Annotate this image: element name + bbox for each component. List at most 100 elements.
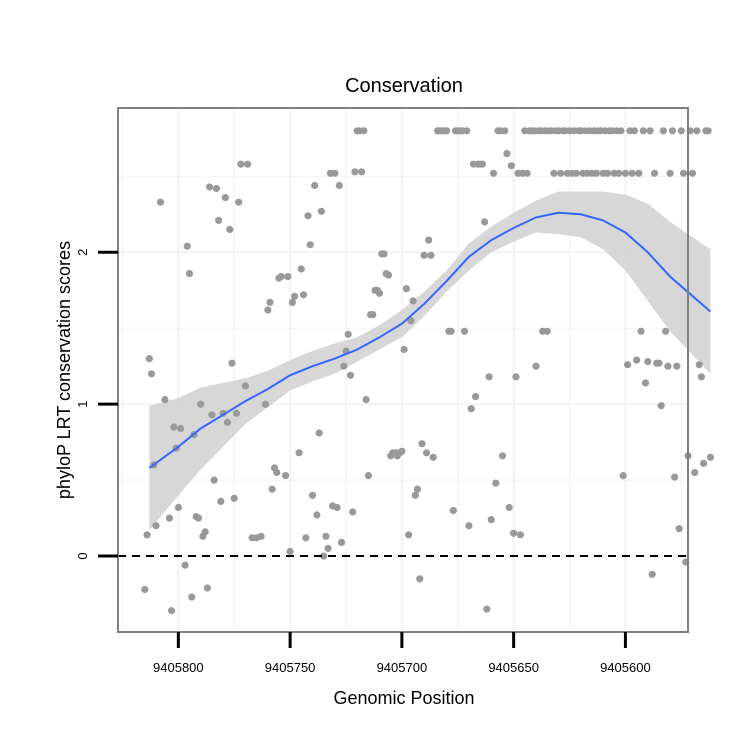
data-point bbox=[215, 216, 223, 224]
panel-border bbox=[117, 107, 689, 633]
data-point bbox=[666, 169, 674, 177]
data-point bbox=[174, 503, 182, 512]
data-point bbox=[463, 127, 471, 135]
data-point bbox=[185, 270, 194, 278]
data-point bbox=[693, 127, 701, 135]
data-point bbox=[257, 532, 265, 540]
data-point bbox=[266, 298, 274, 306]
data-point bbox=[221, 194, 229, 202]
x-tick-label: 9405650 bbox=[488, 660, 539, 675]
data-point bbox=[507, 162, 515, 170]
data-point bbox=[210, 476, 218, 484]
data-point bbox=[449, 506, 457, 515]
x-axis: 9405800 9405750 9405700 9405650 9405600 bbox=[153, 632, 651, 675]
data-point bbox=[277, 273, 285, 281]
y-tick-label: 0 bbox=[75, 552, 90, 559]
data-point bbox=[273, 468, 281, 477]
data-point bbox=[523, 169, 531, 177]
data-point bbox=[443, 127, 451, 135]
data-point bbox=[695, 361, 703, 369]
data-point bbox=[509, 529, 518, 537]
data-point bbox=[360, 127, 368, 135]
data-point bbox=[228, 359, 236, 367]
data-point bbox=[633, 356, 641, 364]
data-point bbox=[188, 593, 196, 601]
data-point bbox=[659, 127, 668, 135]
data-point bbox=[331, 169, 339, 177]
data-point bbox=[380, 250, 388, 258]
data-point bbox=[291, 292, 299, 300]
data-point bbox=[241, 382, 249, 390]
confidence-band bbox=[149, 191, 711, 531]
data-point bbox=[635, 169, 643, 177]
data-point bbox=[344, 330, 352, 338]
data-point bbox=[304, 212, 312, 220]
data-point bbox=[299, 291, 308, 299]
data-point bbox=[244, 160, 252, 168]
data-point bbox=[181, 561, 189, 569]
x-tick-label: 9405700 bbox=[377, 660, 428, 675]
data-point bbox=[232, 409, 241, 417]
y-axis-label: phyloP LRT conservation scores bbox=[54, 241, 74, 499]
data-point bbox=[333, 503, 341, 512]
data-point bbox=[308, 491, 317, 499]
data-point bbox=[639, 127, 647, 135]
x-tick-label: 9405750 bbox=[265, 660, 316, 675]
data-point bbox=[223, 418, 232, 426]
data-point bbox=[697, 373, 706, 381]
data-point bbox=[295, 449, 303, 457]
data-point bbox=[317, 207, 325, 215]
data-point bbox=[478, 160, 486, 168]
data-point bbox=[487, 516, 495, 524]
data-point bbox=[362, 396, 370, 404]
data-point bbox=[201, 528, 209, 536]
data-point bbox=[261, 400, 270, 408]
data-point bbox=[621, 169, 630, 177]
data-point bbox=[481, 218, 489, 226]
data-point bbox=[485, 373, 493, 381]
data-point bbox=[557, 169, 565, 177]
data-point bbox=[313, 511, 321, 519]
data-point bbox=[416, 575, 424, 583]
data-point bbox=[472, 393, 480, 401]
data-point bbox=[384, 271, 393, 279]
data-point bbox=[230, 494, 238, 502]
data-point bbox=[288, 298, 296, 306]
data-point bbox=[165, 514, 173, 522]
data-point bbox=[145, 355, 153, 363]
data-point bbox=[208, 411, 216, 419]
data-point bbox=[340, 362, 348, 370]
data-point bbox=[226, 225, 234, 234]
data-point bbox=[657, 402, 665, 410]
data-point bbox=[183, 242, 191, 250]
data-point bbox=[662, 327, 670, 335]
data-point bbox=[161, 396, 169, 404]
data-point bbox=[147, 370, 156, 378]
data-point bbox=[664, 362, 672, 370]
data-point bbox=[335, 181, 343, 190]
data-point bbox=[302, 534, 310, 542]
data-point bbox=[637, 327, 645, 335]
data-point bbox=[320, 552, 328, 560]
y-axis: 0 1 2 bbox=[75, 249, 118, 560]
data-point bbox=[655, 359, 663, 367]
data-point bbox=[322, 532, 330, 540]
y-tick-label: 2 bbox=[75, 249, 90, 256]
data-point bbox=[235, 198, 243, 206]
data-point bbox=[369, 311, 377, 319]
data-point bbox=[465, 522, 473, 530]
data-point bbox=[141, 585, 149, 594]
data-point bbox=[668, 127, 677, 135]
x-axis-label: Genomic Position bbox=[333, 688, 474, 708]
data-point bbox=[194, 514, 203, 522]
data-point bbox=[351, 168, 359, 176]
data-point bbox=[489, 169, 498, 177]
data-point bbox=[617, 127, 625, 135]
data-point bbox=[650, 169, 659, 177]
data-point bbox=[324, 544, 332, 553]
data-point bbox=[501, 127, 509, 135]
data-point bbox=[467, 405, 475, 413]
x-tick-label: 9405800 bbox=[153, 660, 204, 675]
data-point bbox=[704, 127, 712, 135]
